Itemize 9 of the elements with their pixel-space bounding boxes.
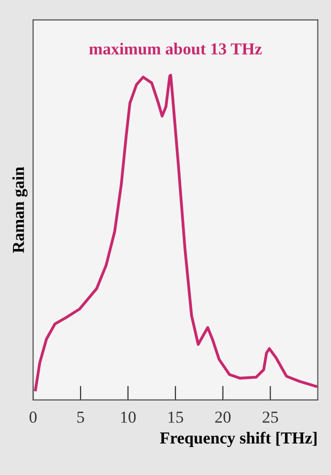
x-tick-label: 25 bbox=[262, 412, 278, 423]
x-tick-label: 5 bbox=[77, 412, 84, 423]
text: maximum about 13 THz bbox=[89, 42, 262, 55]
x-axis-title: Frequency shift [THz] bbox=[160, 432, 317, 448]
x-tick-label: 15 bbox=[168, 412, 184, 423]
x-tick-label: 10 bbox=[121, 412, 136, 423]
x-tick-label: 20 bbox=[215, 412, 231, 423]
x-tick-label: 0 bbox=[30, 412, 37, 423]
y-axis-title: Raman gain bbox=[12, 166, 28, 253]
